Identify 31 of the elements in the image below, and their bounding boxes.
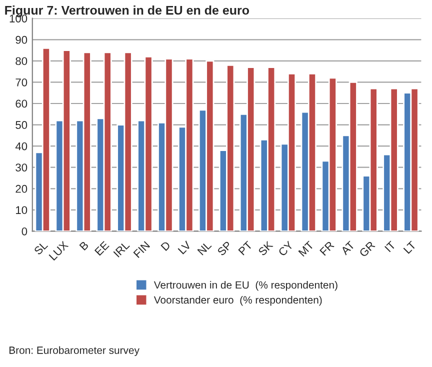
x-tick-label: IT [384, 240, 396, 252]
text: Bron: Eurobarometer survey [9, 346, 140, 356]
x-tick-label: IRL [113, 240, 130, 258]
y-tick-label: 30 [16, 164, 28, 172]
y-tick-label: 50 [16, 121, 28, 129]
x-tick-label: CY [278, 240, 294, 257]
legend-label: Voorstander euro (% respondenten) [154, 296, 322, 306]
x-tick-label: LT [403, 240, 416, 254]
y-tick-label: 40 [15, 142, 28, 150]
y-tick-label: 80 [16, 57, 28, 66]
x-tick-label: PT [238, 240, 253, 256]
x-tick-label: EE [94, 240, 110, 256]
y-tick-label: 90 [16, 36, 28, 44]
x-tick-label: SP [216, 240, 232, 256]
x-tick-label: GR [358, 240, 376, 258]
y-tick-label: 10 [16, 206, 28, 214]
y-tick-label: 60 [16, 100, 28, 108]
x-tick-label: FR [320, 240, 334, 256]
x-tick-label: FIN [133, 241, 150, 258]
x-tick-label: SK [258, 240, 274, 256]
x-tick-label: LV [178, 240, 192, 254]
x-tick-label: NL [197, 240, 212, 256]
legend-label: Vertrouwen in de EU (% respondenten) [154, 281, 338, 291]
x-tick-label: D [160, 240, 171, 251]
y-tick-label: 0 [22, 227, 28, 236]
y-tick-label: 20 [16, 184, 28, 193]
x-tick-label: SL [34, 240, 48, 256]
x-tick-label: MT [298, 240, 314, 257]
x-tick-label: B [79, 240, 89, 251]
x-tick-label: AT [340, 240, 356, 256]
y-tick-label: 70 [16, 78, 28, 86]
